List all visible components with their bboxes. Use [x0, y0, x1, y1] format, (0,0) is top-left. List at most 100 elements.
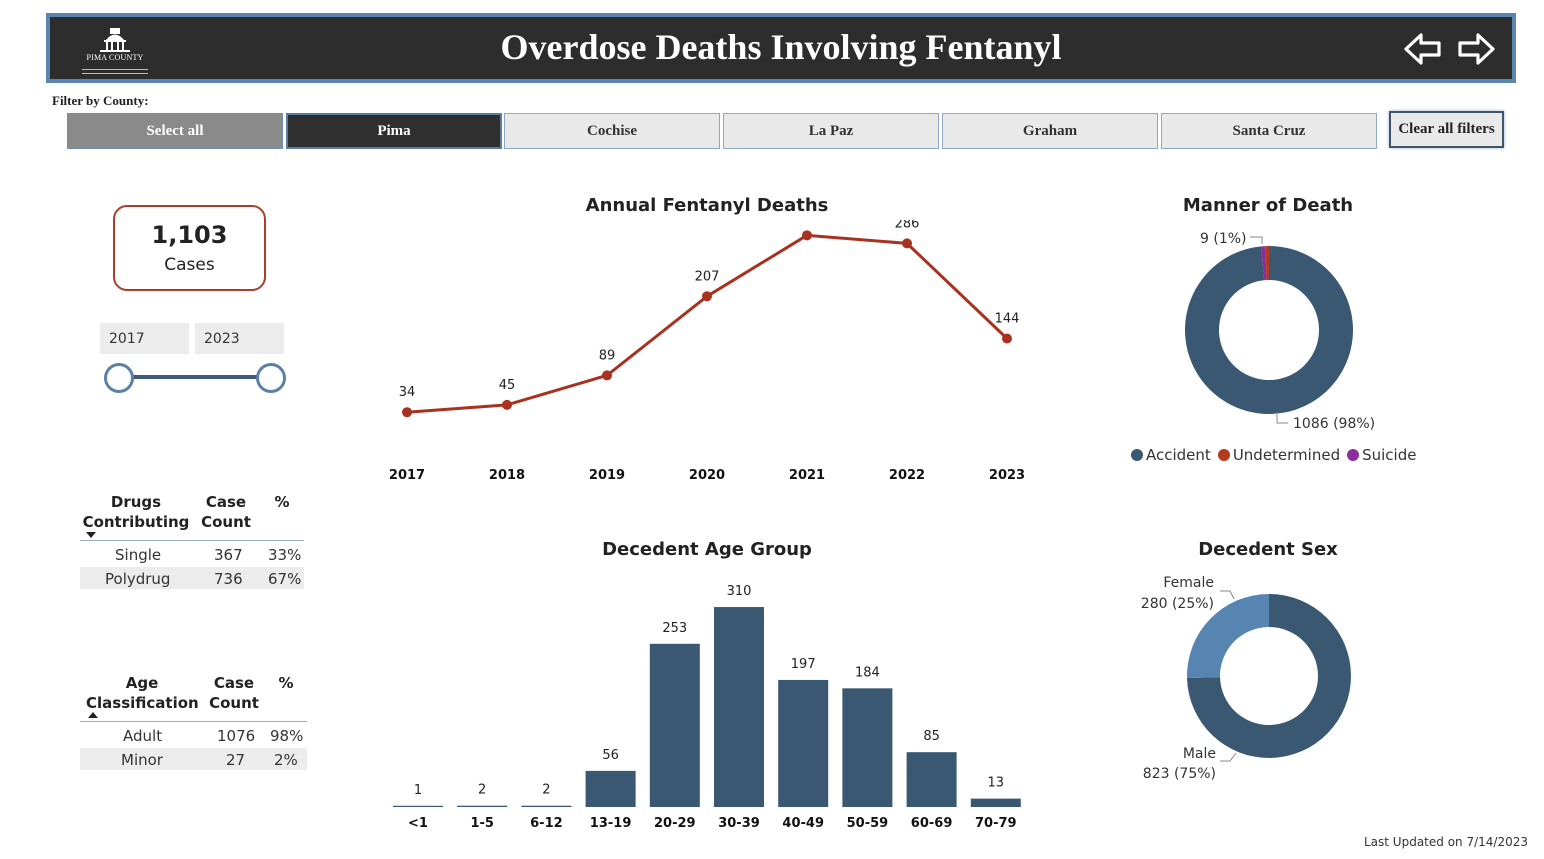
slice-undetermined: [1265, 246, 1269, 281]
table-divider: [80, 540, 304, 541]
county-button-cochise[interactable]: Cochise: [504, 113, 720, 149]
bar-value-label: 1: [414, 783, 422, 798]
year-slider-track[interactable]: [118, 375, 271, 379]
data-point: [802, 230, 812, 241]
column-header-percent[interactable]: %: [278, 674, 294, 692]
legend-item-suicide[interactable]: Suicide: [1347, 446, 1416, 464]
slice-accident: [1185, 246, 1353, 414]
sort-ascending-icon[interactable]: [88, 712, 98, 718]
table-cell: Single: [115, 546, 162, 564]
page-title: Overdose Deaths Involving Fentanyl: [500, 27, 1062, 67]
bar-value-label: 253: [662, 621, 687, 636]
legend-dot-icon: [1347, 449, 1360, 461]
county-button-santa-cruz[interactable]: Santa Cruz: [1161, 113, 1377, 149]
table-cell: 98%: [270, 727, 304, 745]
column-header-age-classification[interactable]: Age Classification: [86, 674, 199, 712]
table-cell: 1076: [217, 727, 256, 745]
slice-label: 9 (1%): [1200, 231, 1247, 247]
leader-line: [1250, 236, 1263, 244]
x-tick-label: 2023: [989, 468, 1025, 483]
x-tick-label: 2018: [489, 468, 525, 483]
x-tick-label: 40-49: [782, 816, 824, 831]
line-chart-title: Annual Fentanyl Deaths: [585, 195, 829, 216]
age-group-bar-chart: 1 <1 2 1-5 2 6-12 56 13-19 253 20-29 310 30-39 197 40…: [393, 584, 1021, 831]
data-point: [902, 238, 912, 249]
x-tick-label: 20-29: [654, 816, 696, 831]
data-point: [1002, 333, 1012, 344]
header-banner: PIMA COUNTY Overdose Deaths Involving Fe…: [46, 13, 1516, 83]
bar-value-label: 197: [791, 657, 816, 672]
table-cell: Minor: [121, 751, 163, 769]
logo-subline: [82, 73, 148, 74]
table-cell: Polydrug: [105, 570, 171, 588]
year-start-input[interactable]: 2017: [100, 323, 189, 354]
column-header-percent[interactable]: %: [274, 493, 290, 511]
county-button-pima[interactable]: Pima: [286, 113, 502, 149]
bar-value-label: 85: [923, 729, 940, 744]
clear-filters-button[interactable]: Clear all filters: [1389, 111, 1504, 148]
year-end-input[interactable]: 2023: [195, 323, 284, 354]
data-point: [402, 407, 412, 418]
year-slider-start-handle[interactable]: [104, 363, 134, 393]
table-cell: 367: [214, 546, 243, 564]
bar: [521, 805, 572, 807]
slice-category-label: Male: [1183, 746, 1216, 762]
data-label: 207: [695, 269, 720, 284]
x-tick-label: 60-69: [911, 816, 953, 831]
column-header-drugs[interactable]: Drugs Contributing: [82, 493, 190, 531]
x-tick-label: 30-39: [718, 816, 760, 831]
legend-dot-icon: [1217, 449, 1230, 461]
slice-category-label: Female: [1163, 575, 1214, 591]
bar: [714, 607, 764, 807]
bar: [649, 643, 700, 807]
case-count-value: 1,103: [151, 221, 228, 249]
table-cell: Adult: [123, 727, 163, 745]
data-label: 34: [399, 385, 416, 400]
sex-chart-title: Decedent Sex: [1198, 539, 1338, 560]
forward-button[interactable]: [1456, 31, 1496, 67]
table-cell: 736: [214, 570, 243, 588]
county-button-la-paz[interactable]: La Paz: [723, 113, 939, 149]
x-tick-label: 50-59: [847, 816, 889, 831]
legend-item-accident[interactable]: Accident: [1131, 446, 1211, 464]
legend-label: Undetermined: [1232, 446, 1341, 464]
series-line: [406, 233, 1009, 414]
bar-value-label: 13: [988, 776, 1005, 791]
annual-deaths-line-chart: 34 2017 45 2018 89 2019 207 2020 298 2021 286 2022 1…: [389, 220, 1025, 483]
case-count-label: Cases: [164, 255, 215, 275]
manner-legend: Accident Undetermined Suicide: [1131, 446, 1416, 464]
x-tick-label: 6-12: [530, 816, 563, 831]
legend-label: Suicide: [1362, 446, 1417, 464]
back-button[interactable]: [1403, 31, 1443, 67]
data-label: 298: [795, 220, 820, 223]
x-tick-label: 2017: [389, 468, 425, 483]
column-header-case-count[interactable]: Case Count: [209, 674, 259, 712]
bar: [393, 805, 443, 807]
table-cell: 2%: [274, 751, 298, 769]
slice-suicide: [1260, 246, 1267, 281]
arrow-right-icon: [1458, 33, 1495, 65]
year-slider-end-handle[interactable]: [256, 363, 286, 393]
row-shading: [80, 748, 307, 770]
bar: [970, 798, 1021, 807]
arrow-left-icon: [1404, 33, 1441, 65]
slice-female: [1187, 594, 1269, 678]
column-header-case-count[interactable]: Case Count: [201, 493, 251, 531]
pima-county-logo: PIMA COUNTY: [80, 25, 150, 75]
data-label: 144: [995, 312, 1020, 327]
table-cell: 27: [226, 751, 246, 769]
table-cell: 67%: [268, 570, 302, 588]
logo-subline: [82, 69, 148, 70]
table-divider: [80, 721, 307, 722]
sort-descending-icon[interactable]: [86, 532, 96, 538]
manner-of-death-donut: 9 (1%) 1086 (98%): [1185, 231, 1375, 432]
x-tick-label: 1-5: [470, 816, 494, 831]
x-tick-label: <1: [408, 816, 428, 831]
legend-item-undetermined[interactable]: Undetermined: [1217, 446, 1341, 464]
county-button-graham[interactable]: Graham: [942, 113, 1158, 149]
bar-value-label: 2: [478, 783, 486, 798]
decedent-sex-donut: Female 280 (25%) Male 823 (75%): [1141, 575, 1351, 782]
x-tick-label: 2021: [789, 468, 825, 483]
county-button-select-all[interactable]: Select all: [67, 113, 283, 149]
filter-label: Filter by County:: [52, 93, 149, 108]
